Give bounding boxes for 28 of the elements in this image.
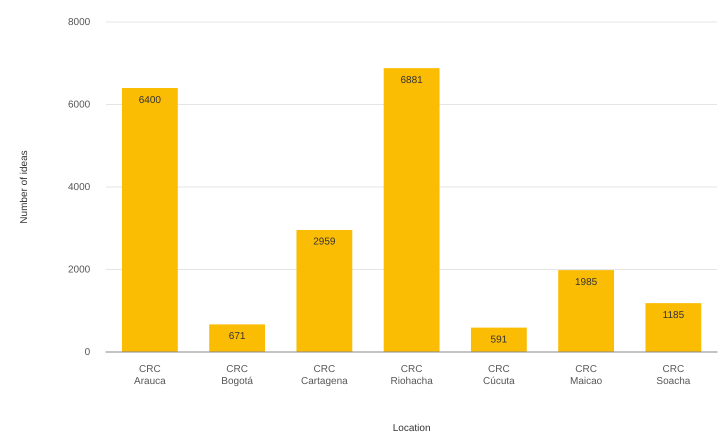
- x-tick-label: CRC Cartagena: [301, 364, 348, 387]
- data-label: 6400: [138, 94, 162, 106]
- data-label: 6881: [400, 74, 424, 86]
- bar: [384, 68, 440, 352]
- x-tick-label: CRC Cúcuta: [483, 364, 516, 387]
- bar: [122, 88, 178, 352]
- bar: [645, 303, 702, 352]
- bar: [558, 270, 614, 352]
- x-tick-label: CRC Riohacha: [390, 364, 434, 387]
- bar: [470, 328, 527, 352]
- y-tick-label: 8000: [68, 16, 91, 28]
- x-tick-label: CRC Soacha: [656, 364, 691, 387]
- data-label: 591: [490, 334, 508, 346]
- data-label: 1185: [662, 310, 685, 321]
- y-tick-label: 0: [84, 346, 91, 358]
- x-tick-label: CRC Arauca: [134, 364, 166, 387]
- data-label: 671: [228, 331, 246, 342]
- x-tick-label: CRC Maicao: [570, 364, 603, 387]
- y-axis-title: Number of ideas: [18, 150, 30, 224]
- bar: [296, 230, 352, 352]
- x-axis-title: Location: [392, 422, 431, 434]
- x-tick-label: CRC Bogotá: [221, 364, 254, 387]
- y-tick-label: 2000: [68, 264, 91, 276]
- y-tick-label: 4000: [68, 182, 91, 193]
- y-tick-label: 6000: [68, 99, 91, 110]
- bar: [209, 324, 266, 352]
- data-label: 1985: [575, 276, 598, 288]
- data-label: 2959: [313, 236, 336, 248]
